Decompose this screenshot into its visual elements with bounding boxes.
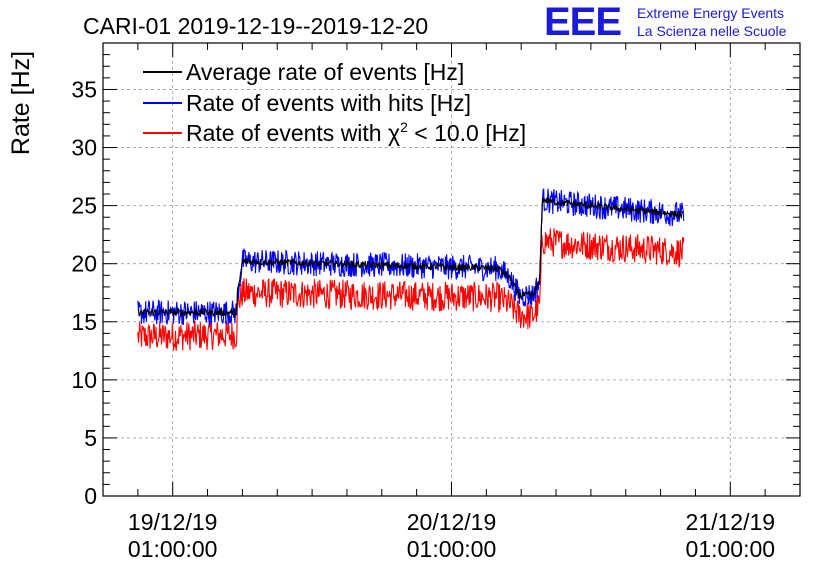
legend-label-average: Average rate of events [Hz] — [186, 59, 464, 85]
x-tick-time: 01:00:00 — [128, 536, 218, 562]
y-tick-label: 0 — [84, 483, 97, 509]
y-tick-label: 10 — [71, 367, 97, 393]
x-tick-date: 20/12/19 — [407, 509, 497, 535]
y-axis-label: Rate [Hz] — [7, 51, 35, 155]
brand-line-1: Extreme Energy Events — [637, 5, 785, 21]
legend-label-chi2-sup: 2 — [400, 119, 408, 135]
y-tick-label: 35 — [71, 76, 97, 102]
y-tick-label: 20 — [71, 251, 97, 277]
x-tick-date: 21/12/19 — [686, 509, 776, 535]
series-average — [137, 197, 685, 318]
y-axis: 0 5 10 15 20 25 30 35 — [71, 42, 800, 509]
x-tick-date: 19/12/19 — [128, 509, 218, 535]
y-tick-label: 15 — [71, 309, 97, 335]
y-tick-label: 5 — [84, 425, 97, 451]
legend-label-chi2-tail: < 10.0 [Hz] — [408, 120, 526, 146]
series-chi2 — [137, 228, 685, 351]
legend: Average rate of events [Hz] Rate of even… — [143, 59, 526, 146]
brand-text: Extreme Energy Events La Scienza nelle S… — [637, 4, 786, 40]
y-tick-label: 25 — [71, 193, 97, 219]
legend-label-chi2-main: Rate of events with χ — [186, 120, 400, 146]
series-hits — [137, 188, 685, 326]
x-axis: 19/12/1901:00:0020/12/1901:00:0021/12/19… — [102, 43, 801, 562]
y-tick-label: 30 — [71, 135, 97, 161]
legend-label-hits: Rate of events with hits [Hz] — [186, 90, 471, 116]
eee-logo: EEE — [544, 0, 622, 44]
brand-line-2: La Scienza nelle Scuole — [637, 23, 787, 39]
x-tick-time: 01:00:00 — [407, 536, 497, 562]
x-tick-time: 01:00:00 — [686, 536, 776, 562]
chart-title: CARI-01 2019-12-19--2019-12-20 — [83, 13, 428, 39]
series-group — [137, 188, 685, 351]
legend-label-chi2: Rate of events with χ2 < 10.0 [Hz] — [186, 119, 526, 146]
